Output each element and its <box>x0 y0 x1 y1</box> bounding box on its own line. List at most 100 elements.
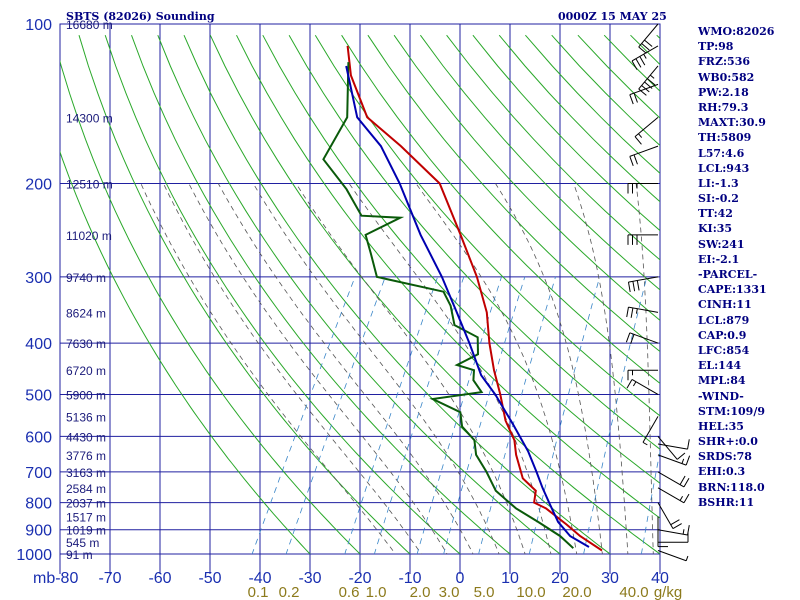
moist-adiabat <box>188 183 448 554</box>
temperature-tick-label: -40 <box>248 570 271 587</box>
temperature-tick-label: 0 <box>456 570 465 587</box>
index-item: TP:98 <box>698 40 734 54</box>
wind-barbs <box>625 23 691 562</box>
index-item: KI:35 <box>698 222 733 236</box>
height-label: 5900 m <box>66 388 106 402</box>
index-item: CINH:11 <box>698 298 752 312</box>
index-item: -WIND- <box>698 389 744 403</box>
wind-barb <box>634 116 659 145</box>
pressure-tick-label: 1000 <box>16 547 52 564</box>
wind-barb <box>642 416 659 446</box>
index-item: SW:241 <box>698 237 745 251</box>
wind-barb <box>657 436 686 460</box>
moist-adiabat <box>415 183 578 554</box>
wind-barb <box>657 471 690 488</box>
index-item: TH:5809 <box>698 131 752 145</box>
dry-adiabat <box>341 34 660 385</box>
index-item: SI:-0.2 <box>698 192 739 206</box>
index-item: EI:-2.1 <box>698 252 740 266</box>
dry-adiabat <box>60 59 361 554</box>
wind-barb <box>627 276 659 293</box>
wind-barb <box>626 306 659 318</box>
height-label: 1517 m <box>66 511 106 525</box>
index-item: CAPE:1331 <box>698 283 767 297</box>
plot-grid <box>59 23 661 574</box>
mixing-ratio-line <box>373 276 465 554</box>
mixing-ratio-label: 0.2 <box>279 584 300 600</box>
index-item: L57:4.6 <box>698 146 745 160</box>
height-label: 91 m <box>66 548 93 562</box>
pressure-tick-label: 300 <box>25 270 52 287</box>
height-label: 14300 m <box>66 111 113 125</box>
dry-adiabat <box>314 34 660 417</box>
dry-adiabat <box>446 34 660 261</box>
temperature-tick-label: 40 <box>651 570 669 587</box>
pressure-unit-label: mb-80 <box>33 570 78 587</box>
index-item: -PARCEL- <box>698 268 758 281</box>
mixing-ratio-line <box>344 276 438 554</box>
mixing-ratio-unit: g/kg <box>654 584 682 600</box>
wind-barb <box>631 45 659 70</box>
temperature-tick-label: -10 <box>398 570 421 587</box>
index-item: PW:2.18 <box>698 85 749 99</box>
dry-adiabat <box>104 35 461 554</box>
pressure-tick-label: 500 <box>25 387 52 404</box>
moist-adiabat <box>217 183 474 554</box>
wind-barb <box>638 65 659 96</box>
moist-adiabat <box>635 183 654 554</box>
index-item: LCL:879 <box>698 313 750 327</box>
temperature-tick-label: 30 <box>601 570 619 587</box>
index-item: LFC:854 <box>698 343 750 357</box>
pressure-tick-label: 100 <box>25 17 52 34</box>
mixing-ratio-label: 0.6 <box>339 584 360 600</box>
index-item: RH:79.3 <box>698 100 749 114</box>
mixing-ratio-line <box>583 276 648 554</box>
index-item: MAXT:30.9 <box>698 116 766 130</box>
mixing-ratio-label: 3.0 <box>439 584 460 600</box>
mixing-ratio-label: 40.0 <box>619 584 648 600</box>
height-label: 5136 m <box>66 410 106 424</box>
index-item: EHI:0.3 <box>698 465 746 479</box>
moist-adiabat <box>252 183 500 554</box>
height-label: 1019 m <box>66 524 106 538</box>
dry-adiabat <box>236 34 660 519</box>
index-item: EL:144 <box>698 359 742 373</box>
dry-adiabat <box>288 34 660 450</box>
wind-barb <box>657 525 690 536</box>
wind-barb <box>657 454 691 466</box>
index-item: CAP:0.9 <box>698 328 747 342</box>
index-item: BRN:118.0 <box>698 480 765 494</box>
wind-barb <box>626 379 659 395</box>
height-label: 12510 m <box>66 178 113 192</box>
height-label: 8624 m <box>66 306 106 320</box>
index-item: FRZ:536 <box>698 55 751 69</box>
temperature-tick-label: -70 <box>98 570 121 587</box>
height-label: 545 m <box>66 536 99 550</box>
wind-barb <box>627 369 658 381</box>
wind-barb <box>657 550 689 562</box>
dry-adiabat <box>419 34 660 291</box>
wind-barb <box>657 502 682 530</box>
moist-adiabat <box>163 183 422 554</box>
dry-adiabat <box>367 34 660 353</box>
temperature-tick-label: 20 <box>551 570 569 587</box>
index-item: TT:42 <box>698 207 733 221</box>
index-item: BSHR:11 <box>698 495 755 509</box>
index-item: LCL:943 <box>698 161 750 175</box>
chart-title: SBTS (82026) Sounding <box>66 10 215 23</box>
dry-adiabat <box>393 34 660 321</box>
moist-adiabat <box>140 183 396 554</box>
indices-panel: WMO:82026 TP:98 FRZ:536 WB0:582 PW:2.18 RH:79… <box>698 24 798 510</box>
height-label: 3163 m <box>66 466 106 480</box>
pressure-tick-label: 200 <box>25 177 52 194</box>
height-label: 7630 m <box>66 337 106 351</box>
height-label: 3776 m <box>66 449 106 463</box>
moist-adiabat <box>573 183 629 554</box>
index-item: LI:-1.3 <box>698 176 739 190</box>
height-label: 4430 m <box>66 430 106 444</box>
index-item: WB0:582 <box>698 70 755 84</box>
height-label: 6720 m <box>66 364 106 378</box>
pressure-tick-label: 800 <box>25 496 52 513</box>
sounding-profiles <box>322 45 603 552</box>
wind-barb <box>629 145 659 166</box>
